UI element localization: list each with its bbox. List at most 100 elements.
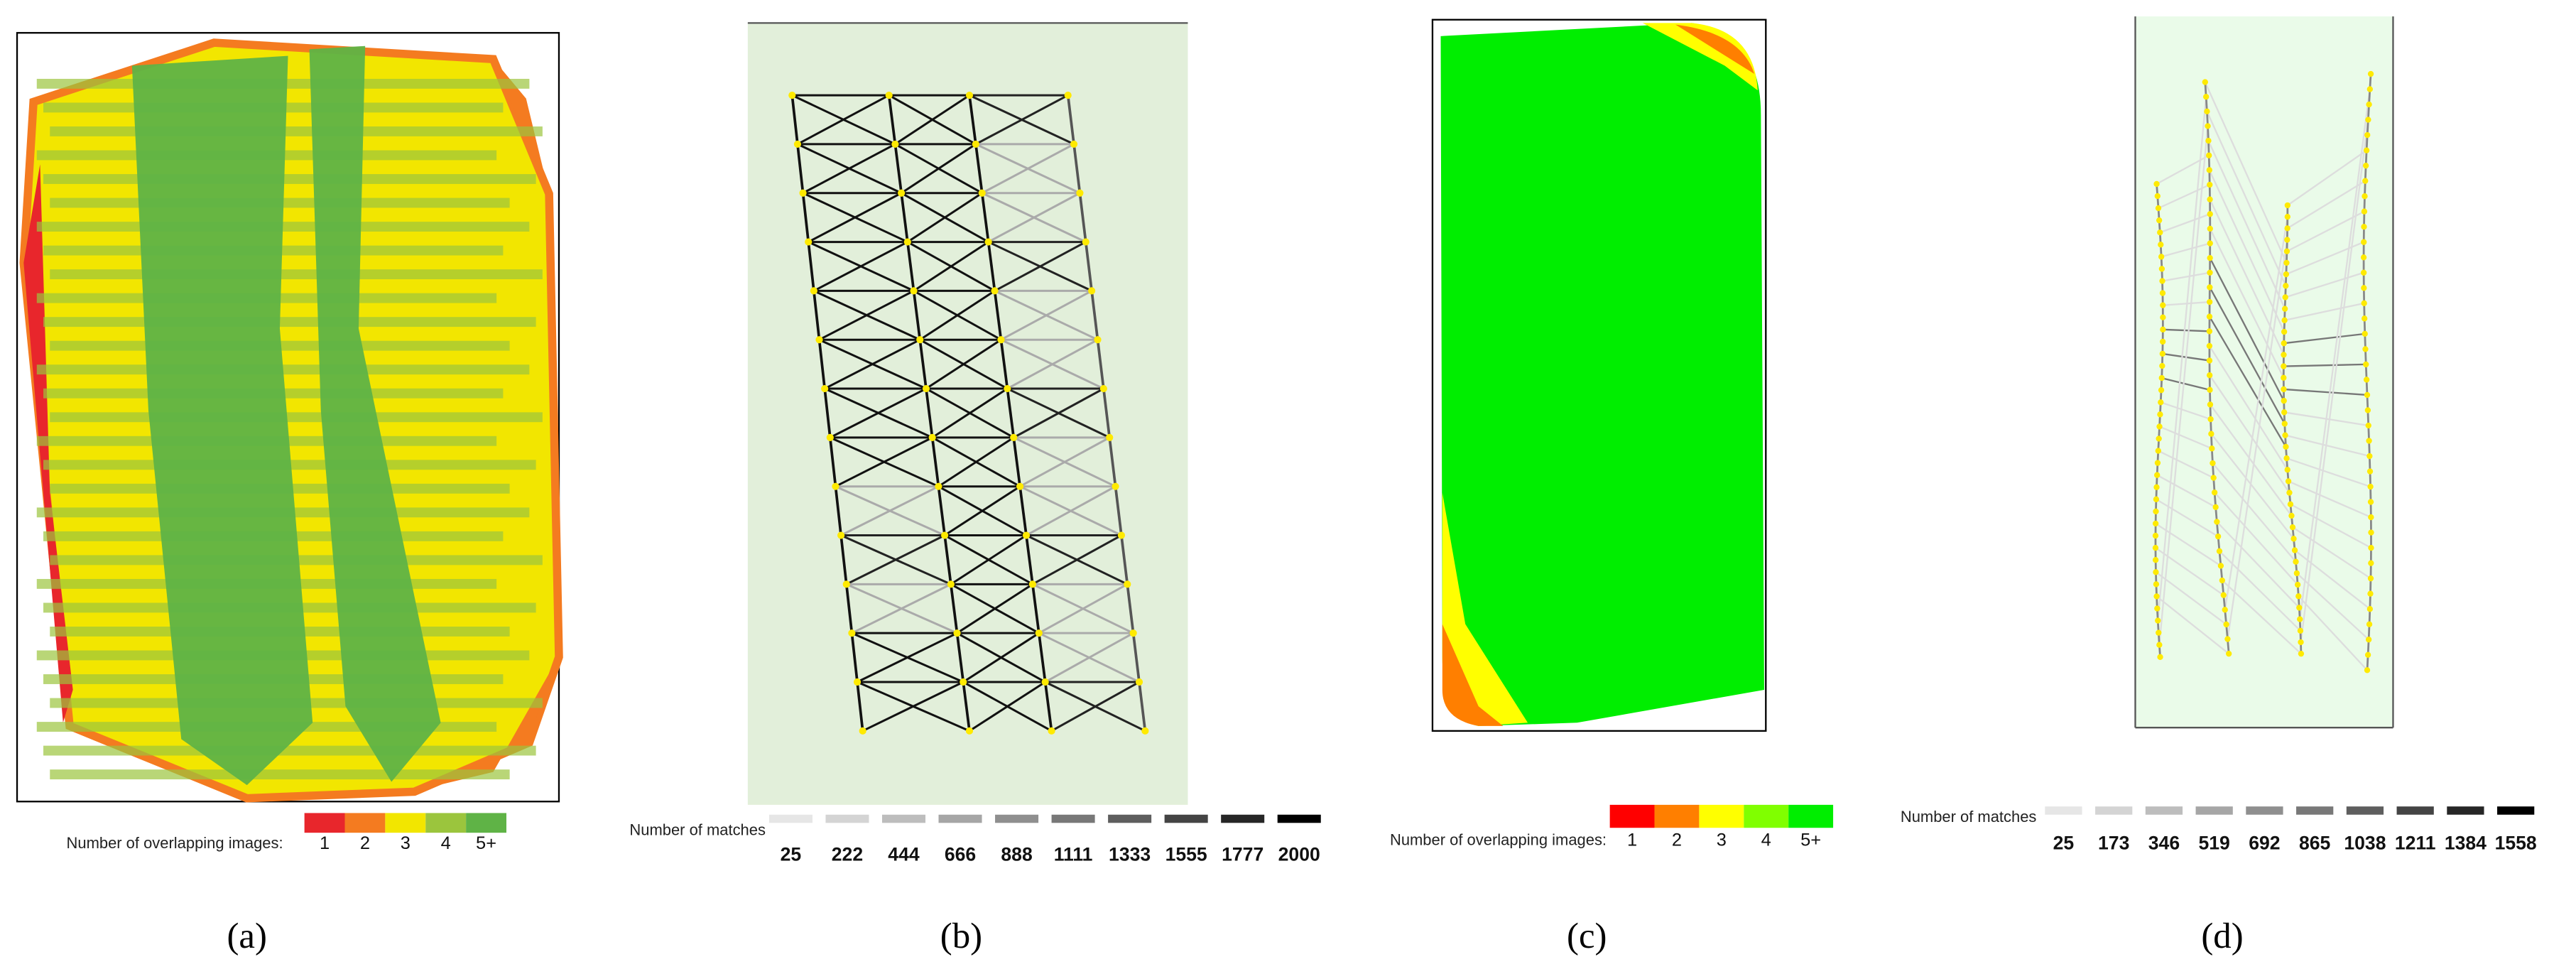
camera-node xyxy=(2207,196,2213,202)
camera-node xyxy=(2154,472,2161,478)
camera-node xyxy=(2159,362,2165,369)
legend-label: 1558 xyxy=(2495,832,2537,853)
edge xyxy=(2209,257,2285,401)
edge xyxy=(2212,462,2297,563)
panel-caption: (d) xyxy=(2201,916,2243,956)
camera-node xyxy=(1076,189,1084,197)
legend-label: 888 xyxy=(1001,844,1032,865)
camera-node xyxy=(2362,346,2369,352)
match-graph-b xyxy=(747,22,1188,805)
camera-node xyxy=(2283,443,2289,450)
edge xyxy=(893,144,903,193)
camera-node xyxy=(2207,181,2213,188)
edge xyxy=(834,486,842,536)
camera-node xyxy=(2366,438,2372,444)
legend-swatch xyxy=(1609,804,1655,828)
edge xyxy=(2292,526,2371,580)
legend-swatch xyxy=(1744,804,1789,828)
edge xyxy=(797,94,890,146)
edge xyxy=(796,144,805,193)
edge xyxy=(949,584,959,634)
stripe xyxy=(50,126,543,136)
camera-node xyxy=(2367,499,2374,505)
overlap-map-c xyxy=(1431,18,1767,732)
camera-node xyxy=(810,287,817,295)
legend-swatch xyxy=(1654,804,1700,828)
legend-label: 519 xyxy=(2199,832,2230,853)
legend-title: Number of overlapping images: xyxy=(1390,831,1607,849)
camera-node xyxy=(2158,266,2165,272)
edge xyxy=(818,290,915,341)
edge xyxy=(1096,339,1105,389)
camera-node xyxy=(2207,401,2214,408)
camera-node xyxy=(916,336,924,344)
camera-node xyxy=(2206,167,2212,173)
legend-swatch xyxy=(2246,806,2283,815)
camera-node xyxy=(2281,340,2287,347)
edge xyxy=(930,437,940,487)
camera-node xyxy=(2154,605,2161,612)
camera-node xyxy=(1099,384,1107,393)
edge xyxy=(900,193,909,242)
camera-node xyxy=(2365,422,2371,429)
camera-node xyxy=(2152,532,2159,539)
edge xyxy=(2208,345,2288,470)
stripe xyxy=(43,317,536,328)
camera-node xyxy=(1088,287,1096,295)
edge xyxy=(974,144,984,193)
camera-node xyxy=(799,189,807,197)
camera-node xyxy=(2153,569,2159,575)
edge xyxy=(817,340,827,389)
edge xyxy=(2207,140,2286,310)
camera-node xyxy=(978,189,986,197)
camera-node xyxy=(1106,433,1114,441)
legend-swatch xyxy=(425,813,467,833)
edge xyxy=(844,584,854,634)
camera-node xyxy=(848,629,856,637)
camera-node xyxy=(2206,328,2213,335)
camera-node xyxy=(2281,305,2288,312)
edge xyxy=(2161,242,2211,258)
camera-node xyxy=(2293,570,2300,577)
camera-node xyxy=(2217,563,2224,569)
legend-label: 1384 xyxy=(2445,832,2487,853)
camera-node xyxy=(2202,79,2208,85)
edge xyxy=(2285,271,2364,298)
edge xyxy=(2209,286,2286,425)
camera-node xyxy=(2160,302,2166,308)
edge xyxy=(1102,388,1112,438)
camera-node xyxy=(1064,92,1072,99)
edge xyxy=(2290,503,2372,549)
camera-node xyxy=(2219,577,2225,584)
edge xyxy=(2209,316,2287,448)
camera-node xyxy=(2156,642,2163,648)
camera-node xyxy=(1022,531,1031,539)
camera-node xyxy=(2283,283,2289,289)
camera-node xyxy=(935,482,942,490)
camera-node xyxy=(2206,313,2213,320)
legend-label: 865 xyxy=(2299,832,2331,853)
camera-node xyxy=(885,92,893,99)
camera-node xyxy=(1048,727,1055,735)
stripe xyxy=(50,412,543,423)
camera-node xyxy=(2207,211,2213,217)
legend-label: 1111 xyxy=(1054,844,1093,865)
panel-caption: (c) xyxy=(1567,916,1607,956)
edge xyxy=(887,94,897,145)
camera-node xyxy=(2158,387,2165,394)
camera-node xyxy=(2205,123,2211,129)
camera-node xyxy=(2361,224,2367,230)
camera-node xyxy=(2154,460,2161,466)
edge xyxy=(2284,302,2364,321)
camera-node xyxy=(2283,271,2290,278)
edge xyxy=(1006,388,1016,438)
camera-node xyxy=(2207,225,2213,232)
legend-swatch xyxy=(2447,806,2484,815)
edge xyxy=(2206,111,2287,286)
edge xyxy=(907,192,983,243)
camera-node xyxy=(2222,607,2228,613)
camera-node xyxy=(832,482,839,490)
camera-node xyxy=(1129,629,1137,637)
legend-label: 5+ xyxy=(476,833,496,853)
